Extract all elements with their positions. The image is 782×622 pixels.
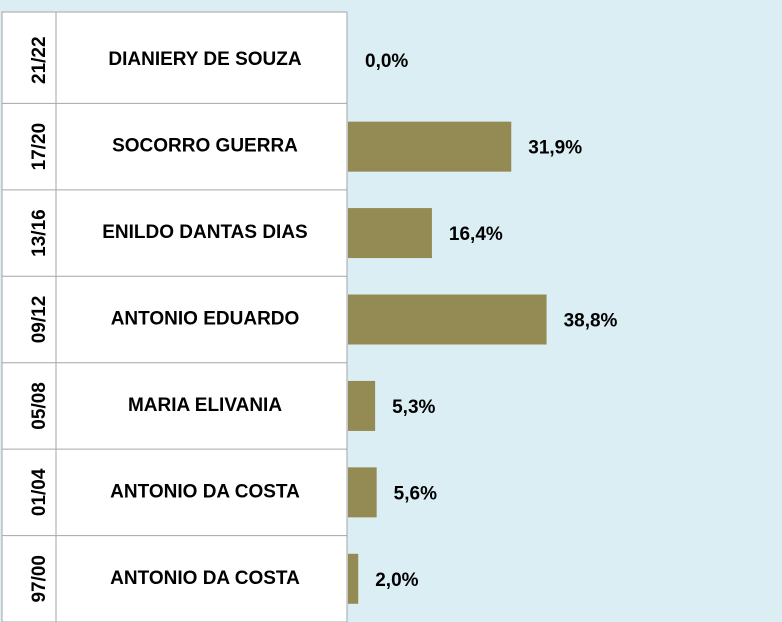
period-label: 97/00 <box>29 555 50 603</box>
period-label: 09/12 <box>29 296 50 344</box>
category-label: SOCORRO GUERRA <box>112 136 298 157</box>
period-label: 17/20 <box>29 123 50 171</box>
period-label: 01/04 <box>29 468 50 516</box>
value-label: 31,9% <box>528 138 582 159</box>
period-label: 21/22 <box>29 36 50 84</box>
value-label: 5,6% <box>394 483 437 504</box>
value-label: 2,0% <box>375 570 418 591</box>
period-label: 05/08 <box>29 382 50 430</box>
bar <box>348 553 359 604</box>
bar <box>348 294 547 345</box>
period-label: 13/16 <box>29 209 50 257</box>
value-label: 16,4% <box>449 224 503 245</box>
label-panel <box>1 11 348 622</box>
category-label: ENILDO DANTAS DIAS <box>102 222 307 243</box>
value-label: 38,8% <box>564 311 618 332</box>
category-label: ANTONIO DA COSTA <box>110 568 300 589</box>
bar <box>348 208 432 259</box>
bar <box>348 467 377 518</box>
value-label: 0,0% <box>365 51 408 72</box>
value-label: 5,3% <box>392 397 435 418</box>
category-label: ANTONIO DA COSTA <box>110 481 300 502</box>
bar <box>348 121 512 172</box>
bar <box>348 380 376 431</box>
category-label: DIANIERY DE SOUZA <box>108 49 301 70</box>
category-label: ANTONIO EDUARDO <box>111 309 300 330</box>
category-label: MARIA ELIVANIA <box>128 395 282 416</box>
